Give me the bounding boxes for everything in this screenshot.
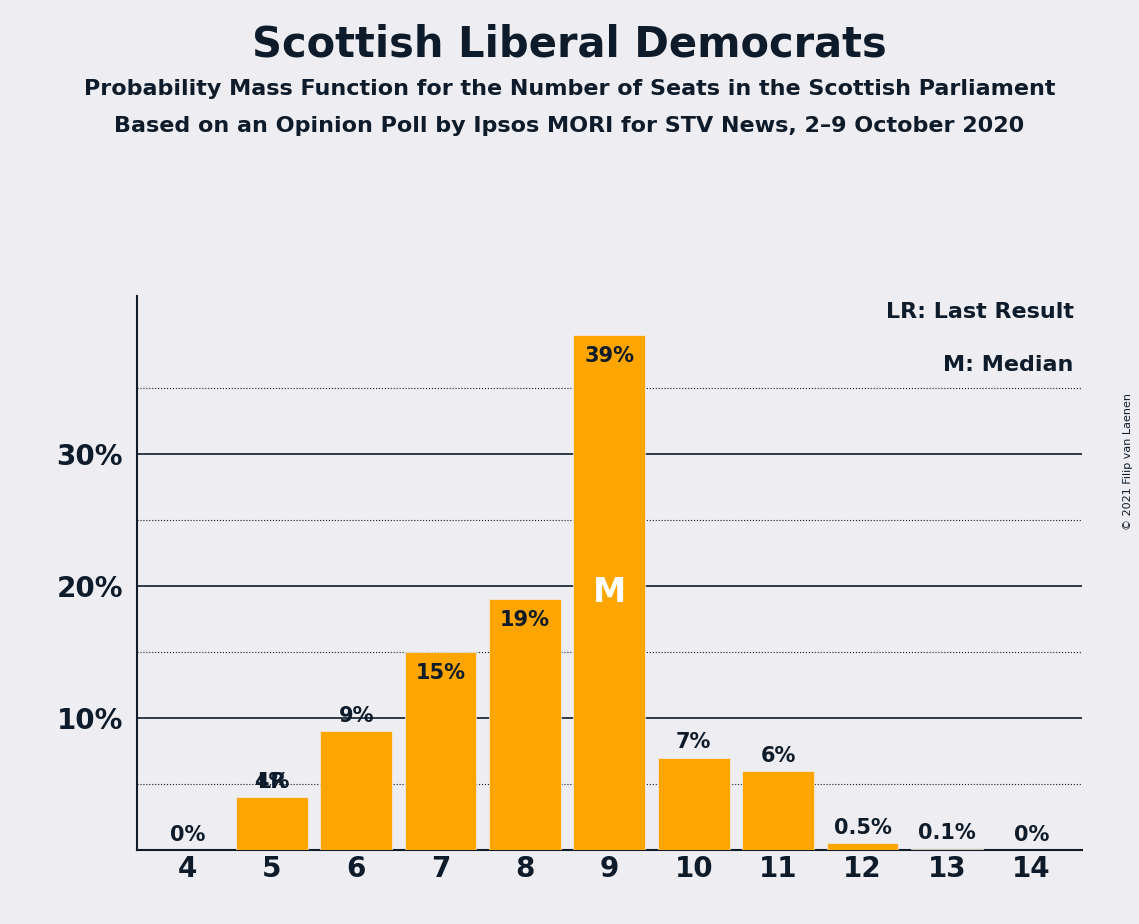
Text: 0.1%: 0.1% — [918, 823, 976, 844]
Text: LR: Last Result: LR: Last Result — [886, 302, 1074, 322]
Text: 15%: 15% — [416, 663, 466, 683]
Text: 39%: 39% — [584, 346, 634, 366]
Bar — [658, 758, 730, 850]
Bar — [743, 771, 814, 850]
Text: Based on an Opinion Poll by Ipsos MORI for STV News, 2–9 October 2020: Based on an Opinion Poll by Ipsos MORI f… — [114, 116, 1025, 136]
Text: 0%: 0% — [1014, 825, 1049, 845]
Text: M: M — [592, 577, 626, 609]
Bar — [574, 335, 645, 850]
Text: 6%: 6% — [761, 746, 796, 766]
Text: Probability Mass Function for the Number of Seats in the Scottish Parliament: Probability Mass Function for the Number… — [84, 79, 1055, 99]
Bar — [236, 797, 308, 850]
Bar — [404, 652, 476, 850]
Text: 4%: 4% — [254, 772, 289, 792]
Text: 7%: 7% — [677, 733, 712, 752]
Text: 9%: 9% — [338, 706, 374, 726]
Text: 0%: 0% — [170, 825, 205, 845]
Text: Scottish Liberal Democrats: Scottish Liberal Democrats — [252, 23, 887, 65]
Text: 19%: 19% — [500, 610, 550, 630]
Text: LR: LR — [257, 772, 286, 792]
Bar — [489, 600, 560, 850]
Bar — [320, 731, 392, 850]
Bar — [827, 844, 899, 850]
Text: 0.5%: 0.5% — [834, 818, 892, 838]
Text: M: Median: M: Median — [943, 355, 1074, 375]
Text: © 2021 Filip van Laenen: © 2021 Filip van Laenen — [1123, 394, 1133, 530]
Bar — [911, 849, 983, 850]
